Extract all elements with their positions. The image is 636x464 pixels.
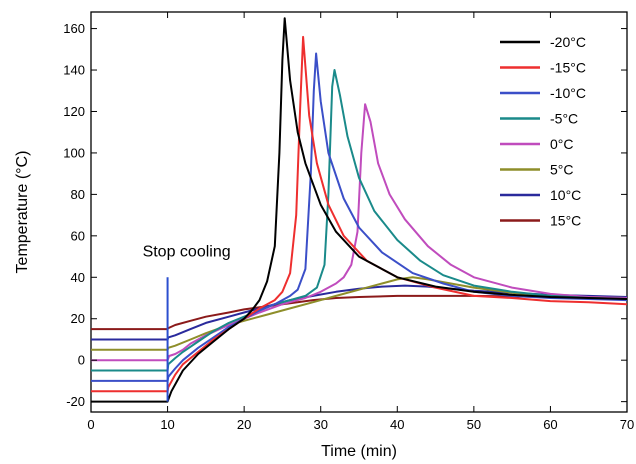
y-axis-title: Temperature (°C) (14, 151, 31, 274)
series-line (91, 69, 628, 372)
series-lines (91, 17, 628, 403)
x-tick-label: 10 (160, 417, 174, 432)
series-line (91, 35, 628, 393)
x-tick-label: 40 (390, 417, 404, 432)
y-tick-label: 160 (63, 21, 85, 36)
y-tick-label: -20 (66, 394, 85, 409)
legend-label: -15°C (550, 60, 586, 76)
stop-cooling-label: Stop cooling (143, 244, 231, 261)
x-tick-label: 20 (237, 417, 251, 432)
legend-label: 15°C (550, 213, 581, 229)
series-line (91, 284, 628, 341)
y-tick-label: 0 (78, 353, 85, 368)
series-line (91, 17, 628, 403)
x-tick-label: 30 (313, 417, 327, 432)
legend-label: -5°C (550, 111, 578, 127)
series-line (91, 294, 627, 331)
x-tick-label: 60 (543, 417, 557, 432)
x-axis-ticks: 0 10 20 30 40 50 60 70 (87, 12, 634, 432)
y-axis-ticks: -20 0 20 40 60 80 100 120 140 160 (63, 21, 627, 409)
series-line (91, 276, 628, 351)
legend-label: 0°C (550, 136, 574, 152)
y-tick-label: 100 (63, 145, 85, 160)
x-tick-label: 50 (467, 417, 481, 432)
legend-label: -10°C (550, 85, 586, 101)
legend-label: -20°C (550, 34, 586, 50)
x-tick-label: 70 (620, 417, 634, 432)
legend-label: 5°C (550, 162, 574, 178)
legend: -20°C -15°C -10°C -5°C 0°C 5°C 10°C 15°C (500, 34, 586, 229)
y-tick-label: 60 (71, 228, 85, 243)
y-tick-label: 40 (71, 270, 85, 285)
plot-frame (90, 11, 628, 413)
y-tick-label: 20 (71, 311, 85, 326)
series-line (91, 52, 628, 382)
x-tick-label: 0 (87, 417, 94, 432)
series-line (91, 103, 628, 362)
y-tick-label: 80 (71, 187, 85, 202)
stop-cooling-annotation: Stop cooling (143, 244, 231, 402)
y-tick-label: 120 (63, 104, 85, 119)
y-tick-label: 140 (63, 63, 85, 78)
x-axis-title: Time (min) (321, 443, 397, 460)
legend-label: 10°C (550, 187, 581, 203)
